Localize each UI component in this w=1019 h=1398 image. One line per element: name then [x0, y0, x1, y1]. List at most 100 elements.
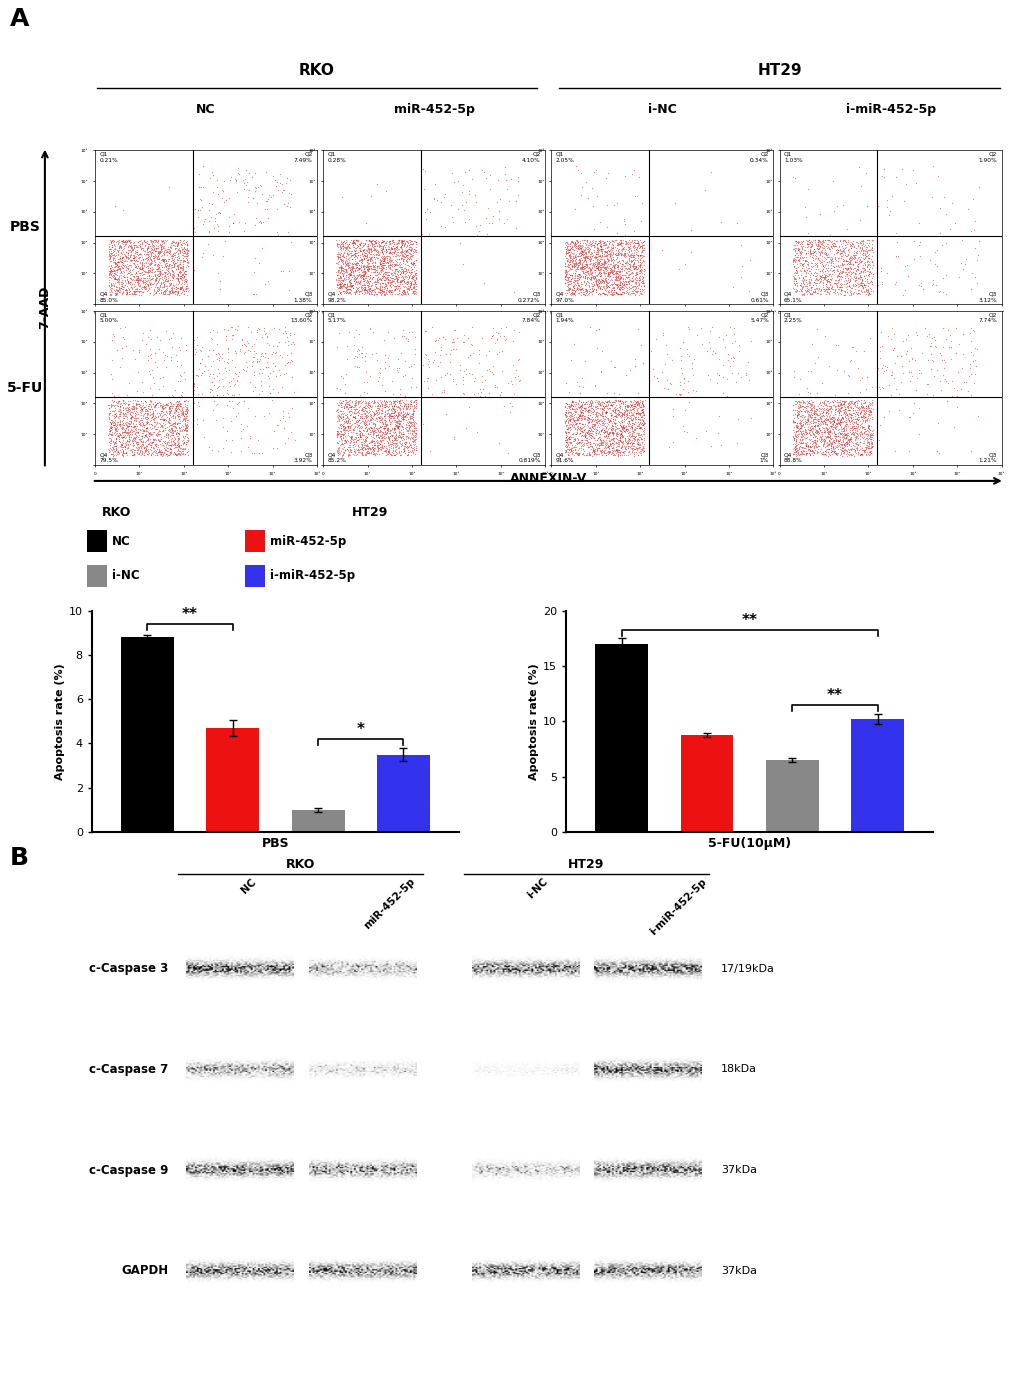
Point	[608, 266, 625, 288]
Point	[582, 438, 598, 460]
Point	[382, 425, 398, 447]
Point	[843, 415, 859, 438]
Point	[864, 424, 880, 446]
Point	[405, 426, 421, 449]
Point	[252, 347, 268, 369]
Point	[111, 400, 127, 422]
Point	[576, 425, 592, 447]
Point	[566, 436, 582, 459]
Point	[399, 273, 416, 295]
Point	[579, 390, 595, 412]
Point	[635, 263, 651, 285]
Point	[109, 240, 125, 263]
Point	[593, 397, 609, 419]
Point	[794, 389, 810, 411]
Point	[598, 271, 614, 294]
Point	[855, 439, 871, 461]
Point	[635, 419, 651, 442]
Point	[340, 249, 357, 271]
Point	[624, 263, 640, 285]
Point	[254, 341, 270, 363]
Point	[374, 266, 390, 288]
Point	[565, 429, 581, 452]
Point	[830, 429, 847, 452]
Point	[386, 436, 403, 459]
Point	[127, 280, 144, 302]
Point	[937, 390, 954, 412]
Point	[157, 438, 173, 460]
Point	[173, 281, 190, 303]
Point	[393, 422, 410, 445]
Point	[861, 394, 877, 417]
Point	[571, 274, 587, 296]
Point	[360, 267, 376, 289]
Point	[615, 442, 632, 464]
Point	[623, 281, 639, 303]
Point	[610, 277, 627, 299]
Point	[161, 282, 177, 305]
Point	[839, 281, 855, 303]
Point	[128, 431, 145, 453]
Point	[175, 261, 192, 284]
Point	[603, 418, 620, 440]
Point	[802, 419, 818, 442]
Point	[556, 266, 573, 288]
Point	[369, 266, 385, 288]
Point	[101, 235, 117, 257]
Point	[565, 231, 581, 253]
Point	[807, 274, 823, 296]
Point	[361, 229, 377, 252]
Point	[580, 407, 596, 429]
Point	[841, 401, 857, 424]
Point	[384, 229, 400, 252]
Point	[557, 231, 574, 253]
Point	[365, 238, 381, 260]
Point	[140, 274, 156, 296]
Point	[599, 433, 615, 456]
Point	[808, 403, 824, 425]
Point	[147, 351, 163, 373]
Point	[407, 424, 423, 446]
Point	[121, 415, 138, 438]
Point	[176, 438, 193, 460]
Point	[342, 242, 359, 264]
Point	[332, 281, 348, 303]
Point	[631, 440, 647, 463]
Point	[355, 243, 371, 266]
Point	[336, 239, 353, 261]
Point	[237, 173, 254, 196]
Point	[329, 439, 345, 461]
Point	[848, 410, 864, 432]
Point	[345, 431, 362, 453]
Point	[812, 407, 828, 429]
Point	[219, 351, 235, 373]
Point	[810, 231, 826, 253]
Point	[801, 260, 817, 282]
Point	[394, 404, 411, 426]
Point	[114, 426, 130, 449]
Point	[602, 394, 619, 417]
Point	[684, 351, 700, 373]
Point	[680, 380, 696, 403]
Point	[169, 253, 185, 275]
Point	[846, 250, 862, 273]
Point	[591, 408, 607, 431]
Point	[854, 246, 870, 268]
Point	[157, 408, 173, 431]
Point	[618, 270, 634, 292]
Point	[347, 445, 364, 467]
Point	[424, 351, 440, 373]
Point	[445, 171, 462, 193]
Point	[176, 240, 193, 263]
Point	[606, 257, 623, 280]
Point	[596, 249, 612, 271]
Point	[358, 390, 374, 412]
Point	[173, 398, 190, 421]
Point	[790, 238, 806, 260]
Point	[135, 422, 151, 445]
Point	[153, 414, 169, 436]
Point	[574, 254, 590, 277]
Point	[836, 424, 852, 446]
Point	[160, 261, 176, 284]
Point	[825, 394, 842, 417]
